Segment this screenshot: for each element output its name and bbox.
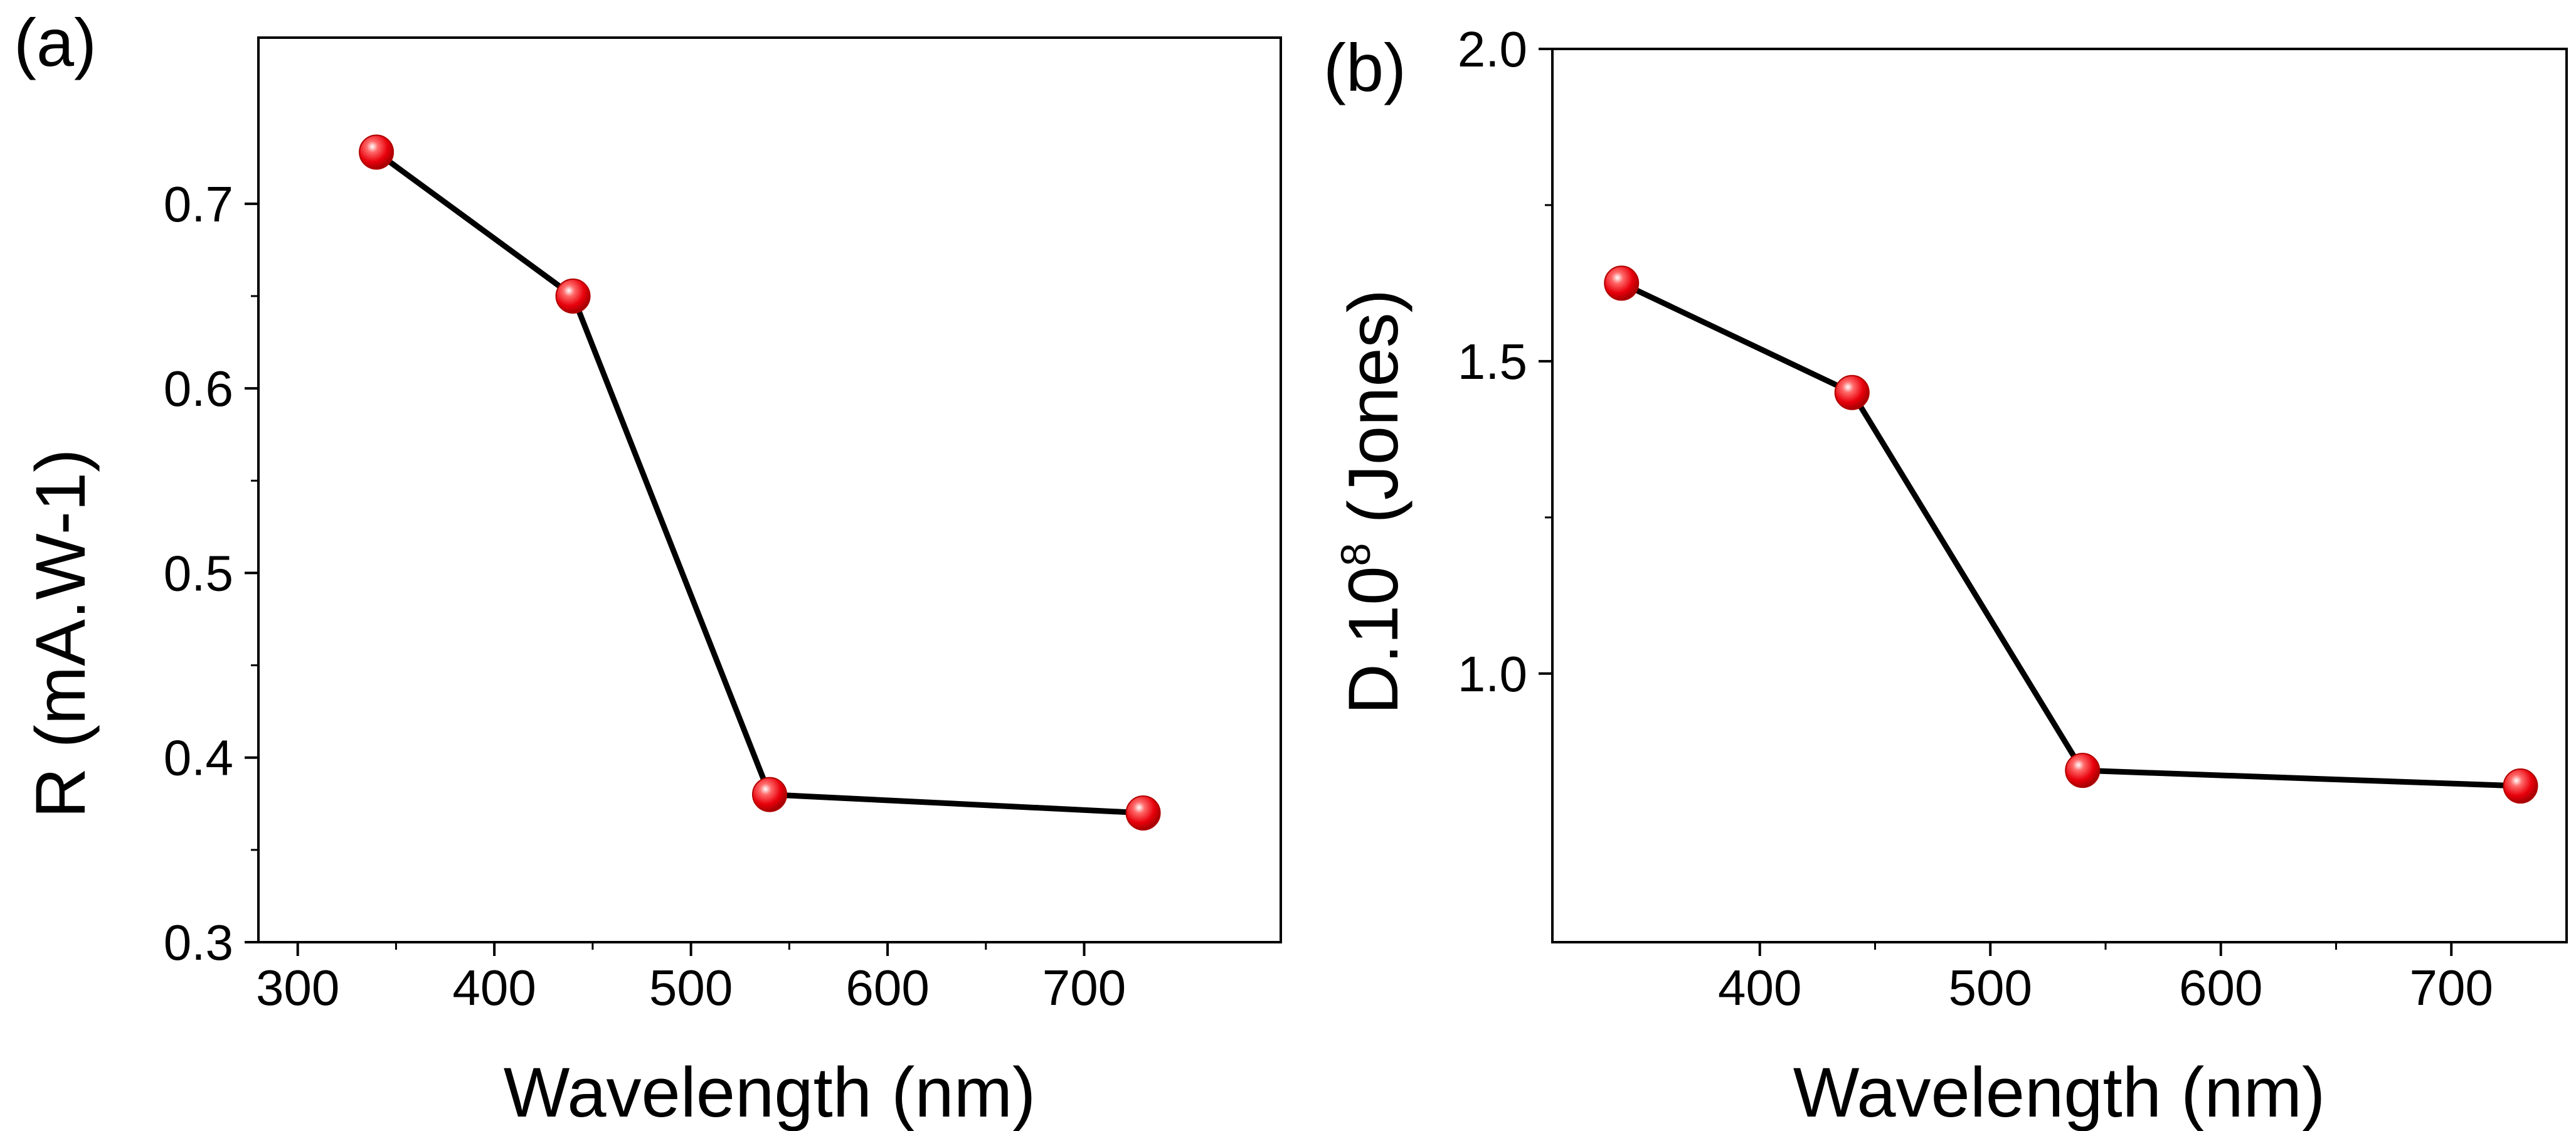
panel-b-y-tick-label: 1.5 <box>1458 334 1527 390</box>
panel-a-data-point <box>1125 795 1161 831</box>
panel-a-x-tick-label: 400 <box>452 960 536 1016</box>
panel-a-x-tick-label: 700 <box>1042 960 1126 1016</box>
panel-a-y-tick-label: 0.3 <box>164 915 233 970</box>
panel-b-y-axis-title-suffix: (Jones) <box>1334 289 1413 543</box>
panel-a-data-point <box>359 134 395 170</box>
panel-b-x-tick-label: 400 <box>1718 960 1801 1016</box>
panel-a-series-line <box>374 149 1143 816</box>
panel-a-x-axis-title: Wavelength (nm) <box>504 1053 1036 1131</box>
panel-b-label: (b) <box>1323 29 1406 105</box>
panel-a-y-tick-label: 0.6 <box>164 361 233 417</box>
panel-a-label: (a) <box>14 4 97 80</box>
panel-b-data-point <box>2065 753 2101 789</box>
panel-b-y-axis-title-main: D.10 <box>1334 566 1413 714</box>
chart-panel-a: (a) R (mA.W-1) Wavelength (nm) 300 400 500… <box>14 4 1282 1131</box>
panel-a-x-tick-label: 600 <box>845 960 929 1016</box>
panel-b-x-axis-title: Wavelength (nm) <box>1793 1053 2326 1131</box>
panel-b-y-tick-label: 2.0 <box>1458 21 1527 77</box>
panel-b-data-point <box>1604 265 1640 301</box>
panel-a-plot-frame <box>257 36 1282 943</box>
panel-a-y-axis-title: R (mA.W-1) <box>21 449 100 819</box>
panel-a-data-point <box>752 777 787 812</box>
panel-b-y-tick-label: 1.0 <box>1458 646 1527 702</box>
panel-b-x-tick-label: 500 <box>1949 960 2032 1016</box>
panel-b-data-point <box>1834 374 1870 410</box>
chart-panel-b: (b) D.108 (Jones) Wavelength (nm) 400 500… <box>1323 21 2568 1131</box>
panel-b-plot-frame <box>1551 48 2568 943</box>
panel-a-x-tick-label: 300 <box>256 960 339 1016</box>
panel-a-y-tick-label: 0.5 <box>164 545 233 601</box>
panel-b-x-tick-label: 600 <box>2179 960 2262 1016</box>
panel-a-y-tick-label: 0.4 <box>164 730 233 786</box>
panel-a-y-tick-label: 0.7 <box>164 176 233 232</box>
panel-b-series-line <box>1620 280 2521 789</box>
panel-a-x-tick-label: 500 <box>649 960 733 1016</box>
panel-b-x-tick-label: 700 <box>2410 960 2493 1016</box>
panel-b-y-axis-title: D.108 (Jones) <box>1332 289 1413 714</box>
panel-b-data-point <box>2503 768 2538 804</box>
panel-a-data-point <box>555 279 591 314</box>
panel-b-y-axis-title-superscript: 8 <box>1332 543 1379 566</box>
